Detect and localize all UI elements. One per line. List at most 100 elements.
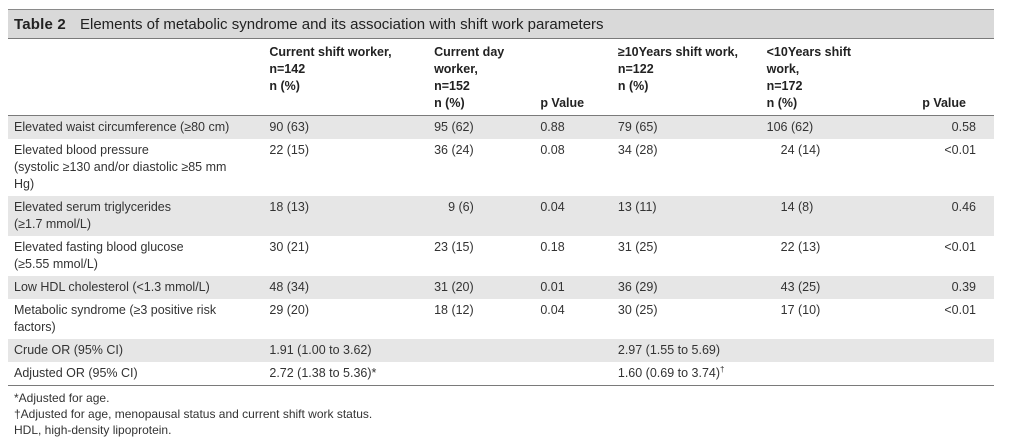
table-title-bar: Table 2 Elements of metabolic syndrome a… xyxy=(8,9,994,38)
row-label: Low HDL cholesterol (<1.3 mmol/L) xyxy=(8,276,269,299)
table-row: Low HDL cholesterol (<1.3 mmol/L) 48 (34… xyxy=(8,276,994,299)
row-label: Elevated waist circumference (≥80 cm) xyxy=(8,116,269,140)
row-label: Elevated fasting blood glucose (≥5.55 mm… xyxy=(8,236,269,276)
header-line: p Value xyxy=(540,96,585,110)
table-label: Table 2 xyxy=(14,15,66,33)
table-row: Elevated waist circumference (≥80 cm) 90… xyxy=(8,115,994,140)
row-label: Adjusted OR (95% CI) xyxy=(8,362,269,386)
header-line: p Value xyxy=(922,96,966,110)
cell-pvalue-2: 0.58 xyxy=(951,120,976,134)
row-label: Metabolic syndrome (≥3 positive risk fac… xyxy=(8,299,269,339)
cell-current-day: 36 (24) xyxy=(434,143,474,157)
cell-10plus-years: 34 (28) xyxy=(617,143,658,157)
header-line: n=172 xyxy=(766,79,803,93)
cell-pvalue-1: 0.01 xyxy=(540,280,565,294)
row-label-line: Elevated fasting blood glucose xyxy=(14,240,184,254)
cell-10plus-years: 30 (25) xyxy=(617,303,658,317)
row-label-line: Crude OR (95% CI) xyxy=(14,343,124,357)
header-line: ≥10Years shift work, xyxy=(617,45,738,59)
table-figure: Table 2 Elements of metabolic syndrome a… xyxy=(8,9,994,438)
cell-10plus-years: 13 (11) xyxy=(617,200,657,214)
cell-10plus-years-value: 1.60 (0.69 to 3.74) xyxy=(617,366,721,380)
cell-under-10-years: 24 (14) xyxy=(780,143,821,157)
header-line: n=142 xyxy=(269,62,306,76)
header-line: Current shift worker, xyxy=(269,45,392,59)
cell-under-10-years xyxy=(767,339,873,362)
footnote-hdl: HDL, high-density lipoprotein. xyxy=(14,423,172,437)
cell-10plus-years: 79 (65) xyxy=(617,120,658,134)
cell-current-shift: 22 (15) xyxy=(269,143,309,157)
table-title: Elements of metabolic syndrome and its a… xyxy=(79,15,604,33)
cell-pvalue-2 xyxy=(873,362,994,386)
row-label-line: Metabolic syndrome (≥3 positive risk xyxy=(14,303,217,317)
header-row: Current shift worker, n=142 n (%) Curren… xyxy=(8,39,994,116)
cell-current-day: 95 (62) xyxy=(434,120,474,134)
row-label-line: Elevated blood pressure xyxy=(14,143,149,157)
cell-10plus-years: 36 (29) xyxy=(617,280,658,294)
header-line: n (%) xyxy=(434,96,465,110)
footnote-menopausal: †Adjusted for age, menopausal status and… xyxy=(14,407,373,421)
cell-pvalue-1: 0.88 xyxy=(540,120,565,134)
cell-current-day: 18 (12) xyxy=(434,303,474,317)
header-line: n=122 xyxy=(617,62,654,76)
row-label: Elevated blood pressure (systolic ≥130 a… xyxy=(8,139,269,196)
header-current-shift: Current shift worker, n=142 n (%) xyxy=(269,39,434,116)
header-pvalue-2: p Value xyxy=(873,39,994,116)
table-row: Metabolic syndrome (≥3 positive risk fac… xyxy=(8,299,994,339)
cell-current-shift: 90 (63) xyxy=(269,120,309,134)
cell-current-shift: 2.72 (1.38 to 5.36)* xyxy=(269,366,377,380)
header-line: n=152 xyxy=(434,79,470,93)
cell-under-10-years xyxy=(767,362,873,386)
row-label-line: Elevated waist circumference (≥80 cm) xyxy=(14,120,230,134)
cell-10plus-years: 31 (25) xyxy=(617,240,658,254)
cell-current-day: 31 (20) xyxy=(434,280,474,294)
cell-pvalue-2: <0.01 xyxy=(944,303,976,317)
table-row: Elevated blood pressure (systolic ≥130 a… xyxy=(8,139,994,196)
header-10plus-years: ≥10Years shift work, n=122 n (%) xyxy=(618,39,767,116)
footnote-age: *Adjusted for age. xyxy=(14,391,110,405)
cell-pvalue-1: 0.08 xyxy=(540,143,565,157)
row-label-line: Hg) xyxy=(14,177,35,191)
cell-under-10-years: 22 (13) xyxy=(780,240,821,254)
cell-10plus-years: 2.97 (1.55 to 5.69) xyxy=(617,343,721,357)
row-label: Crude OR (95% CI) xyxy=(8,339,269,362)
row-label-line: Low HDL cholesterol (<1.3 mmol/L) xyxy=(14,280,210,294)
row-label-line: Adjusted OR (95% CI) xyxy=(14,366,138,380)
header-under-10-years: <10Years shift work, n=172 n (%) xyxy=(767,39,873,116)
cell-pvalue-2: <0.01 xyxy=(944,240,976,254)
cell-current-day: 23 (15) xyxy=(434,240,474,254)
header-current-day: Current day worker, n=152 n (%) xyxy=(434,39,540,116)
cell-pvalue-2: 0.39 xyxy=(951,280,976,294)
cell-current-shift: 29 (20) xyxy=(269,303,309,317)
cell-pvalue-2 xyxy=(873,339,994,362)
header-line: Current day worker, xyxy=(434,45,505,76)
data-table: Current shift worker, n=142 n (%) Curren… xyxy=(8,39,994,386)
cell-pvalue-1: 0.04 xyxy=(540,200,565,214)
row-label-line: (≥1.7 mmol/L) xyxy=(14,217,92,231)
header-pvalue-1: p Value xyxy=(540,39,618,116)
cell-under-10-years: 106 (62) xyxy=(766,120,814,134)
cell-current-shift: 1.91 (1.00 to 3.62) xyxy=(269,343,372,357)
cell-pvalue-2: <0.01 xyxy=(944,143,976,157)
cell-pvalue-1: 0.04 xyxy=(540,303,565,317)
cell-current-day xyxy=(434,362,540,386)
row-label: Elevated serum triglycerides (≥1.7 mmol/… xyxy=(8,196,269,236)
row-label-line: Elevated serum triglycerides xyxy=(14,200,172,214)
cell-under-10-years: 43 (25) xyxy=(780,280,821,294)
table-row: Elevated serum triglycerides (≥1.7 mmol/… xyxy=(8,196,994,236)
table-row: Adjusted OR (95% CI) 2.72 (1.38 to 5.36)… xyxy=(8,362,994,386)
row-label-line: (systolic ≥130 and/or diastolic ≥85 mm xyxy=(14,160,227,174)
header-line: <10Years shift work, xyxy=(766,45,852,76)
cell-current-shift: 30 (21) xyxy=(269,240,309,254)
title-rule xyxy=(8,38,994,39)
cell-under-10-years: 17 (10) xyxy=(780,303,821,317)
cell-current-shift: 48 (34) xyxy=(269,280,309,294)
cell-current-day xyxy=(434,339,540,362)
table-footnotes: *Adjusted for age. †Adjusted for age, me… xyxy=(8,386,994,438)
header-line: n (%) xyxy=(617,79,649,93)
cell-under-10-years: 14 (8) xyxy=(780,200,814,214)
cell-10plus-years: 1.60 (0.69 to 3.74)† xyxy=(618,362,767,386)
cell-current-day: 9 (6) xyxy=(448,200,474,214)
cell-pvalue-1: 0.18 xyxy=(540,240,565,254)
footnote-dagger: † xyxy=(720,364,725,374)
